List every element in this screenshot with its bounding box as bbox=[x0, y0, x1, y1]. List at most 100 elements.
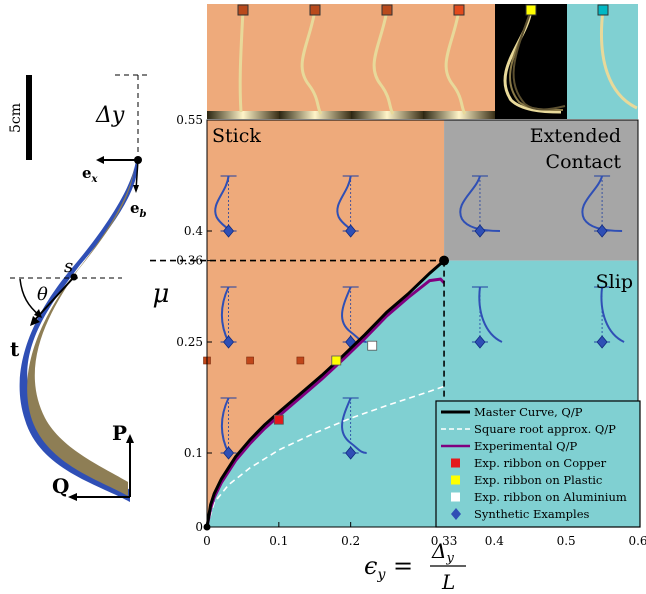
legend-synthetic-swatch bbox=[451, 508, 461, 520]
theta-arrowhead bbox=[34, 309, 42, 318]
experiment-photo bbox=[495, 4, 567, 119]
tangent-arrowhead bbox=[30, 316, 40, 326]
x-tick-label: 0 bbox=[203, 534, 211, 548]
ribbon-outer bbox=[19, 160, 139, 502]
synthetic-diamond bbox=[474, 335, 486, 349]
photo-ribbon bbox=[300, 9, 323, 115]
legend-entry-label: Synthetic Examples bbox=[474, 507, 589, 521]
svg-text:L: L bbox=[441, 570, 455, 590]
photo-strip bbox=[207, 4, 638, 119]
phase-diagram: Stick Extended Contact Slip 0 0.1 0.2 0.33 0… bbox=[150, 113, 646, 594]
photo-marker bbox=[309, 4, 321, 16]
experiment-position-marker bbox=[296, 356, 305, 365]
photo-substrate bbox=[279, 111, 351, 119]
y-tick-label: 0.55 bbox=[176, 113, 203, 127]
s-label: s bbox=[64, 256, 73, 277]
photo-ribbon bbox=[444, 9, 467, 115]
synthetic-ribbon-shape bbox=[478, 286, 503, 343]
synthetic-diamond bbox=[223, 446, 235, 460]
P-arrowhead bbox=[126, 434, 134, 443]
legend-entry: Exp. ribbon on Plastic bbox=[451, 473, 602, 487]
photo-marker bbox=[237, 4, 249, 16]
y-axis-label: μ bbox=[153, 279, 170, 309]
extended-label-line1: Extended bbox=[530, 125, 621, 147]
legend-copper-swatch bbox=[451, 458, 460, 468]
y-tick-label: 0.36 bbox=[176, 254, 203, 268]
experiment-photo bbox=[567, 4, 638, 119]
plastic-marker bbox=[331, 355, 342, 366]
synthetic-example bbox=[214, 175, 237, 238]
synthetic-diamond bbox=[345, 446, 357, 460]
synthetic-diamond bbox=[596, 224, 608, 238]
legend-entry: Master Curve, Q/P bbox=[441, 405, 583, 419]
square-root-curve bbox=[206, 385, 445, 528]
ex-label: ex bbox=[82, 164, 99, 185]
x-tick-label: 0.5 bbox=[557, 534, 576, 548]
svg-text:ϵy =: ϵy = bbox=[364, 552, 413, 583]
photo-ribbon-trace bbox=[512, 9, 566, 111]
ex-arrowhead bbox=[96, 156, 104, 164]
y-tick-label: 0.1 bbox=[184, 446, 203, 460]
photo-ribbon bbox=[238, 9, 245, 113]
aluminium-marker bbox=[367, 340, 378, 351]
synthetic-example bbox=[336, 175, 359, 238]
synthetic-ribbon-shape bbox=[459, 175, 500, 232]
extended-contact-region bbox=[444, 120, 638, 261]
photo-substrate bbox=[207, 111, 279, 119]
top-end-point bbox=[134, 156, 142, 164]
legend-box bbox=[435, 400, 641, 528]
legend-entry-label: Exp. ribbon on Copper bbox=[474, 456, 607, 470]
x-tick-label: 0.6 bbox=[628, 534, 646, 548]
photo-substrate bbox=[423, 111, 495, 119]
Q-label: Q bbox=[52, 474, 69, 498]
legend-entry-label: Exp. ribbon on Aluminium bbox=[474, 490, 627, 504]
eb-arrowhead bbox=[133, 185, 139, 193]
synthetic-ribbon-shape bbox=[220, 397, 230, 454]
eb-label: eb bbox=[130, 199, 147, 220]
y-tick-label: 0.25 bbox=[176, 335, 203, 349]
synthetic-ribbon-shape bbox=[600, 286, 625, 343]
x-tick-label: 0.33 bbox=[431, 534, 458, 548]
experiment-photo bbox=[423, 4, 495, 119]
experiment-photo bbox=[279, 4, 351, 119]
y-axis-ticks: 0 0.1 0.25 0.36 0.4 0.55 bbox=[176, 113, 212, 534]
legend-entry: Experimental Q/P bbox=[441, 439, 577, 453]
x-tick-label: 0.1 bbox=[269, 534, 288, 548]
synthetic-ribbon-shape bbox=[581, 175, 623, 232]
experimental-curve bbox=[205, 277, 446, 528]
synthetic-ribbon-shape bbox=[341, 397, 367, 454]
scale-bar-label: 5cm bbox=[8, 103, 24, 133]
synthetic-example bbox=[459, 175, 500, 238]
photo-marker bbox=[381, 4, 393, 16]
synthetic-diamond bbox=[474, 224, 486, 238]
legend-entry-label: Square root approx. Q/P bbox=[474, 422, 616, 436]
photo-substrate bbox=[351, 111, 423, 119]
photo-background bbox=[351, 4, 423, 119]
photo-background bbox=[423, 4, 495, 119]
photo-marker bbox=[453, 4, 465, 16]
synthetic-examples-layer bbox=[214, 175, 625, 460]
critical-point bbox=[439, 255, 450, 266]
t-label: t bbox=[10, 337, 20, 361]
x-tick-label: 0.4 bbox=[485, 534, 504, 548]
scale-bar bbox=[26, 75, 32, 160]
legend-entry-label: Master Curve, Q/P bbox=[474, 405, 583, 419]
legend-entry: Square root approx. Q/P bbox=[441, 422, 616, 436]
delta-label: Δy bbox=[95, 103, 125, 128]
synthetic-example bbox=[220, 397, 237, 460]
synthetic-example bbox=[341, 397, 367, 460]
synthetic-diamond bbox=[345, 224, 357, 238]
y-tick-label: 0.4 bbox=[184, 224, 203, 238]
legend-entry: Exp. ribbon on Aluminium bbox=[451, 490, 627, 504]
theta-label: θ bbox=[37, 284, 48, 305]
legend-entry: Synthetic Examples bbox=[451, 507, 589, 521]
master-curve bbox=[205, 259, 446, 528]
photo-background bbox=[495, 4, 567, 119]
legend-aluminium-swatch bbox=[451, 492, 460, 502]
slip-label: Slip bbox=[596, 271, 633, 293]
experiment-position-marker bbox=[246, 356, 254, 365]
synthetic-example bbox=[220, 286, 237, 349]
stick-label: Stick bbox=[212, 125, 261, 147]
legend-entry-label: Experimental Q/P bbox=[474, 439, 577, 453]
